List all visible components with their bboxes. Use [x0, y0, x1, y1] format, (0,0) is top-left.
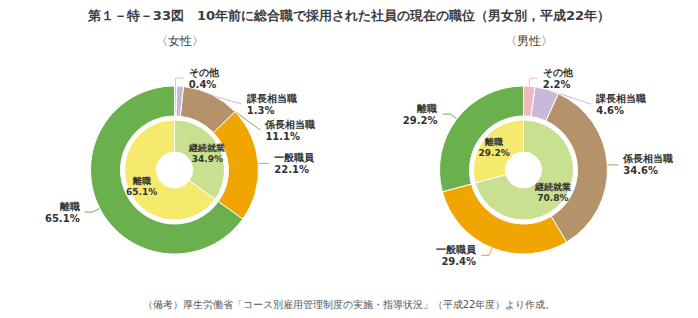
svg-text:離職: 離職: [132, 176, 151, 186]
svg-text:係長相当職: 係長相当職: [264, 119, 315, 130]
svg-text:離職: 離職: [416, 103, 437, 114]
svg-text:65.1%: 65.1%: [126, 187, 157, 197]
svg-text:（備考）厚生労働省「コース別雇用管理制度の実施・指導状況」（: （備考）厚生労働省「コース別雇用管理制度の実施・指導状況」（平成22年度）より作…: [143, 299, 556, 310]
svg-text:22.1%: 22.1%: [274, 164, 309, 175]
svg-text:継続就業: 継続就業: [188, 143, 225, 153]
svg-text:離職: 離職: [484, 137, 503, 147]
svg-text:その他: その他: [543, 67, 574, 78]
svg-text:〈男性〉: 〈男性〉: [505, 34, 553, 48]
svg-text:〈女性〉: 〈女性〉: [156, 34, 204, 48]
svg-text:29.2%: 29.2%: [479, 148, 510, 158]
svg-text:課長相当職: 課長相当職: [246, 93, 297, 104]
svg-text:0.4%: 0.4%: [189, 79, 217, 90]
svg-text:4.6%: 4.6%: [596, 105, 624, 116]
svg-text:課長相当職: 課長相当職: [595, 93, 646, 104]
svg-text:その他: その他: [189, 67, 220, 78]
svg-text:離職: 離職: [59, 201, 80, 212]
svg-text:一般職員: 一般職員: [436, 244, 477, 255]
svg-text:第１－特－33図 10年前に総合職で採用された社員の現在の職: 第１－特－33図 10年前に総合職で採用された社員の現在の職位（男女別，平成22…: [87, 8, 610, 23]
svg-text:2.2%: 2.2%: [543, 79, 571, 90]
svg-text:29.4%: 29.4%: [441, 256, 476, 267]
svg-text:継続就業: 継続就業: [534, 182, 571, 192]
svg-text:34.6%: 34.6%: [623, 165, 658, 176]
svg-text:係長相当職: 係長相当職: [622, 153, 673, 164]
svg-text:29.2%: 29.2%: [403, 115, 438, 126]
svg-text:34.9%: 34.9%: [192, 154, 223, 164]
svg-text:1.3%: 1.3%: [247, 105, 275, 116]
svg-text:11.1%: 11.1%: [265, 131, 300, 142]
svg-text:70.8%: 70.8%: [537, 193, 568, 203]
svg-text:65.1%: 65.1%: [45, 213, 80, 224]
svg-text:一般職員: 一般職員: [274, 152, 315, 163]
